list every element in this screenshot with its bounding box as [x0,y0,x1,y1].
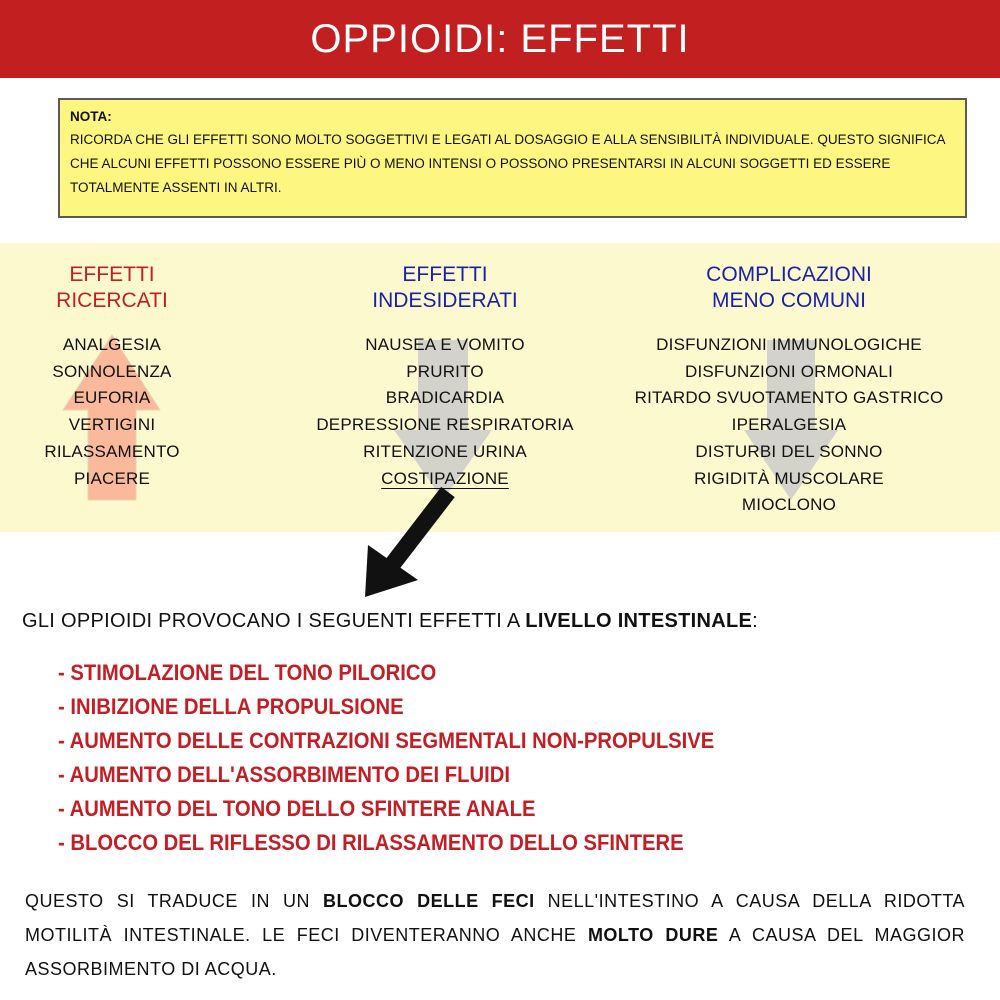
list-item: RILASSAMENTO [44,441,180,461]
list-item: BRADICARDIA [385,388,505,408]
page-title: OPPIOIDI: EFFETTI [310,16,690,61]
note-box: NOTA: RICORDA CHE GLI EFFETTI SONO MOLTO… [58,98,967,218]
note-text: RICORDA CHE GLI EFFETTI SONO MOLTO SOGGE… [70,132,945,195]
column-complicazioni: COMPLICAZIONI MENO COMUNI DISFUNZIONI IMM… [635,262,944,519]
list-item: DISFUNZIONI ORMONALI [684,361,894,381]
list-item: NAUSEA E VOMITO [365,335,525,354]
list-item: EUFORIA [73,388,151,408]
list-item-costipazione: COSTIPAZIONE [381,468,509,488]
intestinal-effects-list: - STIMOLAZIONE DEL TONO PILORICO - INIBI… [58,656,771,860]
list-item: RITENZIONE URINA [363,441,527,461]
list-item: IPERALGESIA [731,415,847,435]
list-item: - INIBIZIONE DELLA PROPULSIONE [58,694,404,719]
list-item: DISFUNZIONI IMMUNOLOGICHE [656,335,922,354]
list-item: DISTURBI DEL SONNO [695,441,883,461]
list-item: DEPRESSIONE RESPIRATORIA [316,415,574,435]
list-item: RITARDO SVUOTAMENTO GASTRICO [634,388,944,408]
column-heading: EFFETTI RICERCATI [56,263,168,312]
list-item: ANALGESIA [62,335,162,354]
list-item: MIOCLONO [741,495,837,515]
list-item: - STIMOLAZIONE DEL TONO PILORICO [58,660,437,685]
note-label: NOTA: [70,109,112,124]
intestinal-intro: GLI OPPIOIDI PROVOCANO I SEGUENTI EFFETT… [22,610,758,632]
column-effetti-ricercati: EFFETTI RICERCATI ANALGESIA SONNOLENZA EU… [44,262,179,492]
list-item: RIGIDITÀ MUSCOLARE [694,468,884,488]
list-item: SONNOLENZA [52,361,172,381]
list-item: - BLOCCO DEL RIFLESSO DI RILASSAMENTO DE… [58,830,684,855]
list-item: - AUMENTO DELLE CONTRAZIONI SEGMENTALI N… [58,728,715,753]
list-item: - AUMENTO DELL'ASSORBIMENTO DEI FLUIDI [58,762,510,787]
list-item: PIACERE [73,468,151,488]
list-item: PRURITO [406,361,484,381]
column-heading: EFFETTI INDESIDERATI [372,263,518,312]
column-effetti-indesiderati: EFFETTI INDESIDERATI NAUSEA E VOMITO PRUR… [316,262,573,492]
list-item: - AUMENTO DEL TONO DELLO SFINTERE ANALE [58,796,536,821]
conclusion-paragraph: QUESTO SI TRADUCE IN UN BLOCCO DELLE FEC… [25,891,965,979]
title-bar: OPPIOIDI: EFFETTI [0,0,1000,78]
list-item: VERTIGINI [68,415,156,435]
column-heading: COMPLICAZIONI MENO COMUNI [706,263,872,312]
